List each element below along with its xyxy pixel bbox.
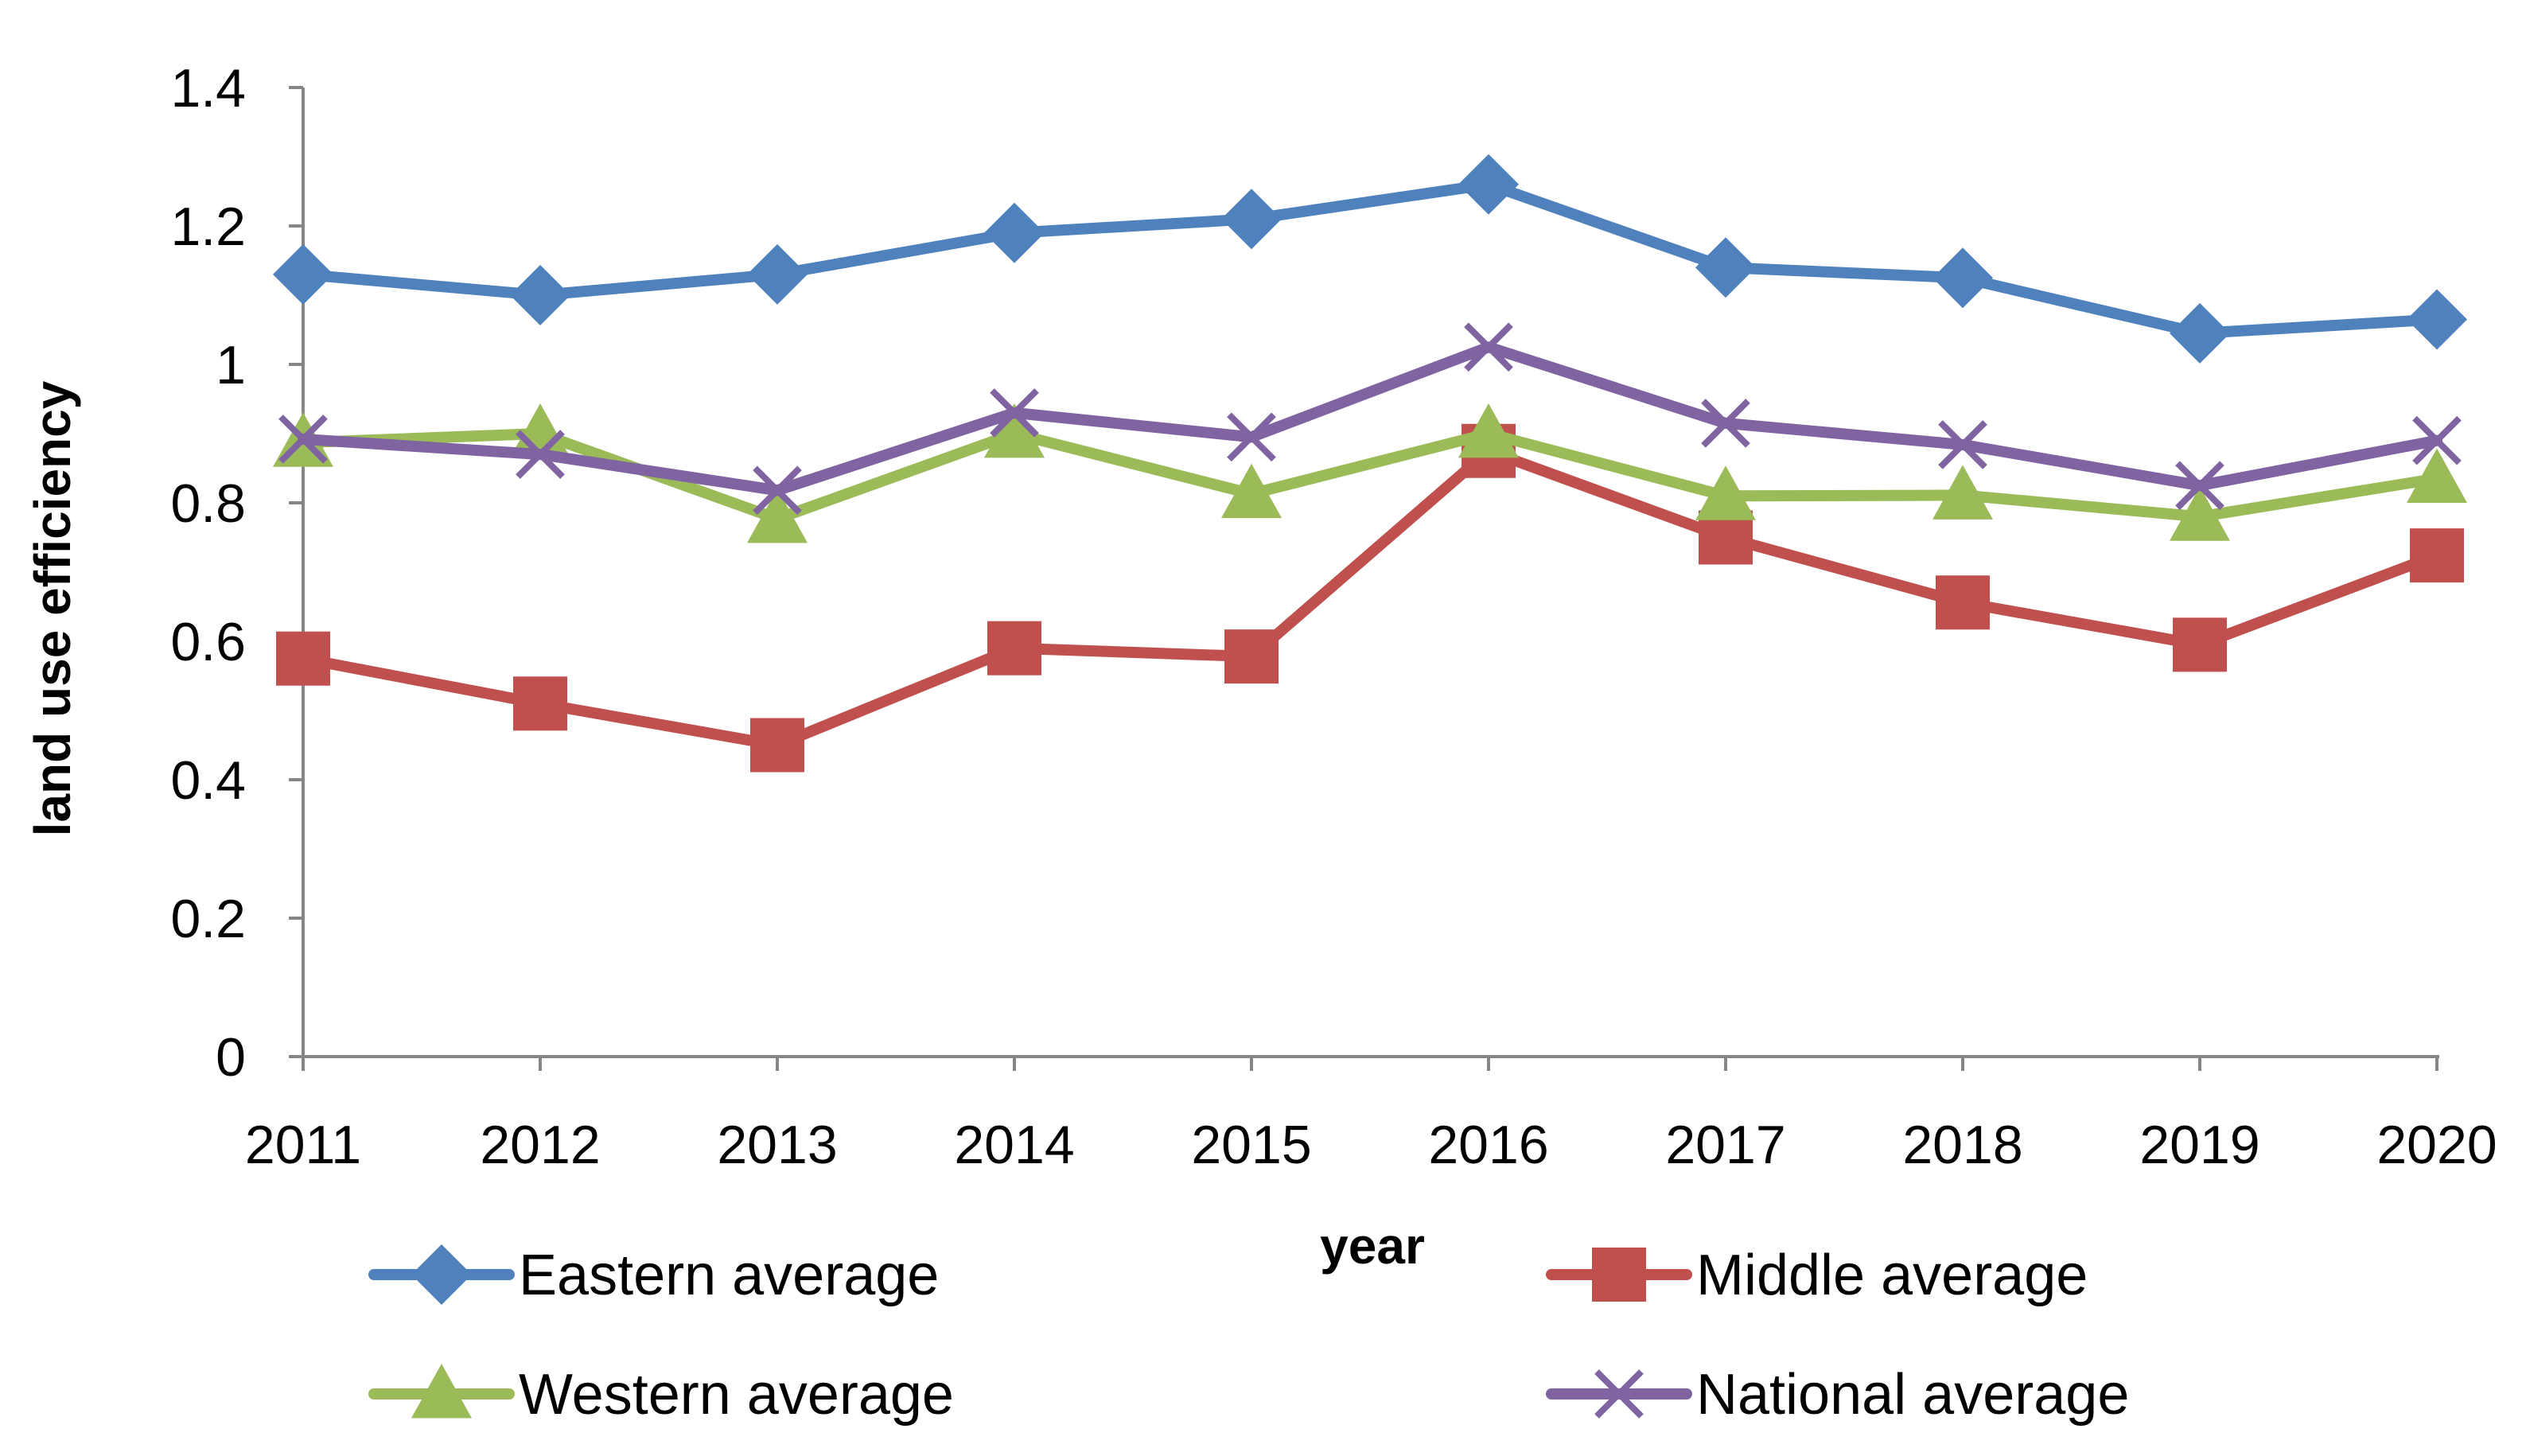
legend-swatch-marker	[1592, 1248, 1646, 1302]
legend-label: Middle average	[1696, 1244, 2088, 1307]
data-point-national-average	[990, 388, 1039, 438]
data-point-eastern-average	[1221, 189, 1282, 250]
data-point-national-average	[1227, 412, 1276, 462]
x-axis-title: year	[1320, 1217, 1425, 1275]
x-tick-label: 2015	[1191, 1115, 1311, 1175]
y-axis-title: land use efficiency	[24, 380, 81, 836]
x-tick-label: 2019	[2139, 1115, 2259, 1175]
legend-label: National average	[1696, 1363, 2129, 1427]
x-tick-label: 2014	[954, 1115, 1074, 1175]
data-point-middle-average	[2173, 617, 2227, 672]
legend-item-western-average: Western average	[368, 1363, 954, 1427]
legend-item-middle-average: Middle average	[1546, 1244, 2088, 1307]
data-point-eastern-average	[747, 243, 808, 305]
y-tick-label: 1.4	[170, 58, 246, 119]
data-point-western-average	[1458, 403, 1519, 458]
legend: Eastern average Middle average Western ave…	[368, 1244, 2129, 1427]
data-point-national-average	[2412, 415, 2462, 465]
y-tick-label: 0.6	[170, 612, 246, 672]
x-tick-label: 2020	[2376, 1115, 2497, 1175]
data-point-middle-average	[1936, 575, 1990, 630]
data-point-national-average	[1701, 399, 1750, 448]
y-tick-label: 1.2	[170, 197, 246, 257]
data-point-western-average	[1221, 463, 1282, 519]
legend-item-national-average: National average	[1546, 1363, 2129, 1427]
x-tick-label: 2013	[717, 1115, 837, 1175]
data-point-eastern-average	[984, 202, 1045, 263]
series-layer	[273, 154, 2467, 773]
data-point-national-average	[1464, 322, 1513, 372]
data-point-middle-average	[750, 718, 804, 773]
data-point-national-average	[278, 415, 328, 464]
x-tick-label: 2017	[1665, 1115, 1785, 1175]
data-point-national-average	[516, 430, 565, 479]
y-ticks: 0 0.2 0.4 0.6 0.8 1 1.2 1.4	[170, 58, 303, 1088]
legend-label: Western average	[519, 1363, 954, 1427]
series-eastern-average	[273, 154, 2467, 364]
y-tick-label: 0.2	[170, 889, 246, 949]
x-tick-label: 2016	[1428, 1115, 1548, 1175]
series-national-average	[278, 322, 2462, 516]
data-point-middle-average	[1224, 629, 1279, 684]
data-point-western-average	[984, 403, 1045, 458]
data-point-western-average	[2170, 486, 2230, 541]
y-tick-label: 0.8	[170, 473, 246, 534]
data-point-national-average	[753, 465, 802, 516]
data-point-eastern-average	[273, 243, 333, 305]
data-point-eastern-average	[2407, 289, 2467, 350]
series-line-middle-average	[298, 445, 2442, 751]
data-point-middle-average	[513, 676, 567, 731]
legend-item-eastern-average: Eastern average	[368, 1244, 939, 1307]
data-point-eastern-average	[1932, 247, 1993, 309]
data-point-middle-average	[987, 621, 1041, 675]
y-tick-label: 1	[216, 335, 246, 395]
x-ticks: 2011 2012 2013 2014 2015 2016 2017 2018 2019 2020	[245, 1057, 2497, 1175]
data-point-western-average	[510, 403, 570, 458]
legend-swatch-marker	[1594, 1369, 1644, 1419]
x-tick-label: 2011	[245, 1115, 361, 1175]
series-middle-average	[276, 423, 2464, 773]
axes: 00.20.40.60.811.21.4 2011 2012 2013 2014 201…	[170, 58, 2497, 1175]
data-point-eastern-average	[1458, 154, 1519, 215]
data-point-western-average	[1932, 465, 1993, 520]
series-line-eastern-average	[298, 178, 2442, 339]
data-point-eastern-average	[510, 265, 570, 325]
y-tick-label: 0.4	[170, 750, 246, 811]
data-point-western-average	[747, 489, 808, 543]
data-point-western-average	[1695, 465, 1756, 520]
data-point-middle-average	[276, 631, 330, 686]
legend-swatch-marker	[411, 1244, 472, 1305]
data-point-middle-average	[2410, 528, 2464, 583]
data-point-western-average	[2407, 448, 2467, 503]
x-tick-label: 2012	[480, 1115, 600, 1175]
legend-label: Eastern average	[519, 1244, 939, 1307]
data-point-eastern-average	[2170, 302, 2230, 364]
y-tick-label: 0	[216, 1027, 246, 1088]
data-point-eastern-average	[1695, 237, 1756, 298]
x-tick-label: 2018	[1902, 1115, 2022, 1175]
legend-swatch-marker	[411, 1364, 472, 1419]
data-point-national-average	[1938, 420, 1987, 469]
series-line-national-average	[298, 341, 2442, 496]
data-point-national-average	[2175, 461, 2224, 511]
